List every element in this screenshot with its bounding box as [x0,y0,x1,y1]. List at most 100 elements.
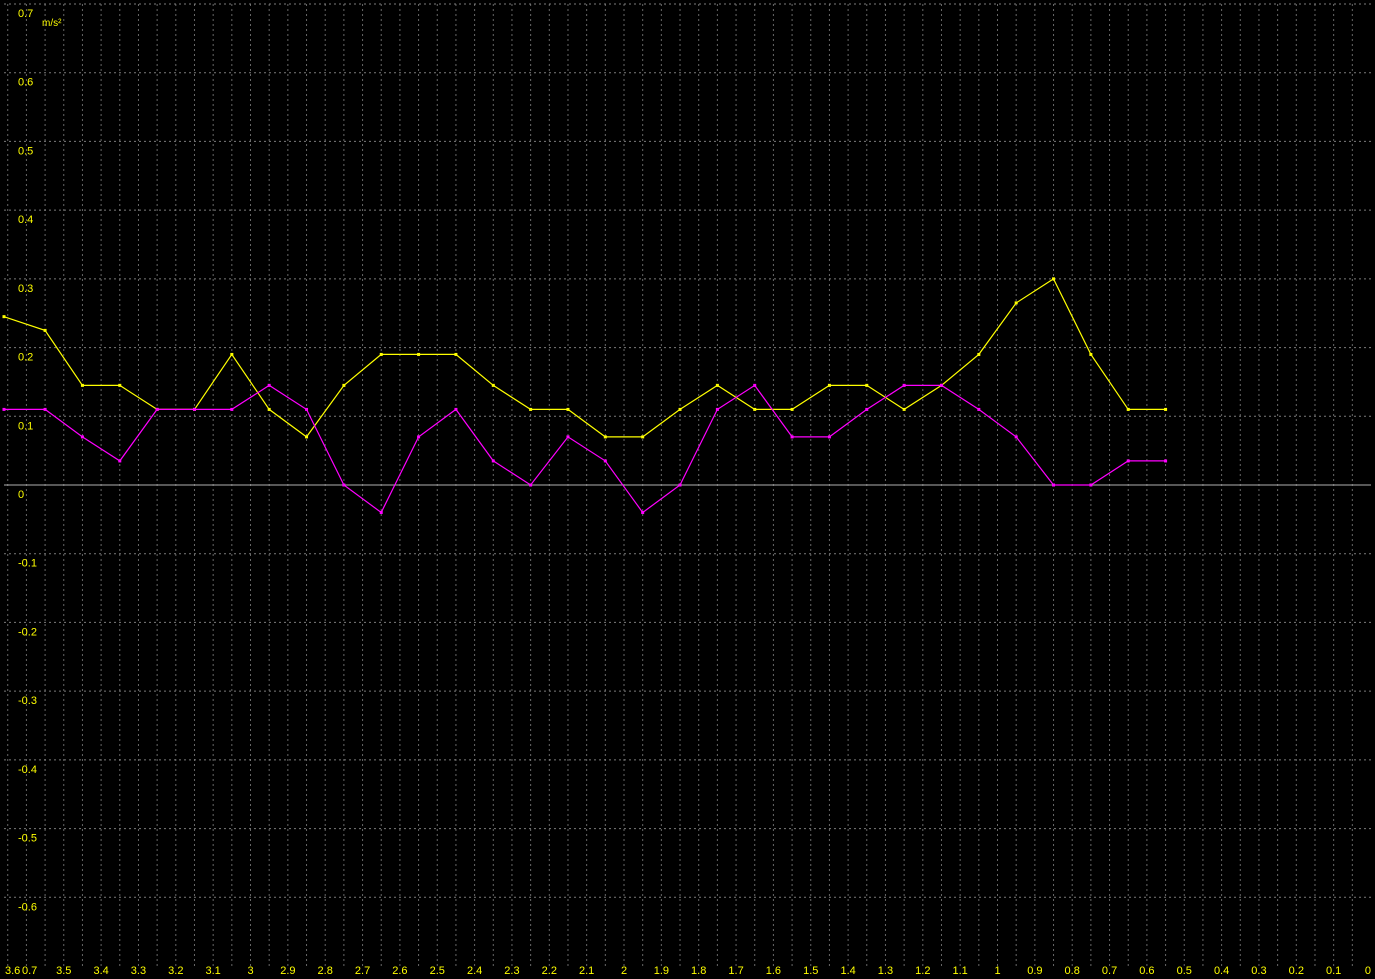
y-tick-label: 0.3 [18,283,33,295]
data-point [603,435,607,439]
data-point [865,383,869,387]
data-point [603,459,607,463]
data-point [491,459,495,463]
data-point [417,435,421,439]
data-point [566,435,570,439]
x-tick-label: 3.1 [206,965,221,977]
x-tick-label: 0.8 [1065,965,1080,977]
data-point [827,383,831,387]
data-point [753,383,757,387]
data-point [118,459,122,463]
data-point [641,435,645,439]
data-point [305,407,309,411]
x-tick-label: 0.6 [1139,965,1154,977]
x-tick-label: 2.6 [392,965,407,977]
data-point [1014,301,1018,305]
y-tick-label: 0.7 [18,8,33,20]
data-point [155,407,159,411]
y-tick-label: -0.1 [18,558,37,570]
data-point [1126,459,1130,463]
y-tick-label: 0.4 [18,214,33,226]
data-point [1164,459,1168,463]
x-tick-label: 1.7 [728,965,743,977]
data-point [977,352,981,356]
data-point [715,407,719,411]
x-tick-label: 2.9 [280,965,295,977]
x-tick-label: 2.4 [467,965,482,977]
data-point [753,407,757,411]
data-point [305,435,309,439]
data-point [566,407,570,411]
data-point [790,435,794,439]
x-tick-label: 0.9 [1027,965,1042,977]
data-point [678,483,682,487]
data-point [977,407,981,411]
y-tick-label: 0.6 [18,77,33,89]
data-point [1052,277,1056,281]
x-tick-label: 1.8 [691,965,706,977]
data-point [2,407,6,411]
data-point [267,407,271,411]
x-tick-label: 2.8 [318,965,333,977]
y-tick-label: 0 [18,489,24,501]
y-tick-label: -0.4 [18,764,37,776]
x-tick-label: 3 [247,965,253,977]
x-tick-label: 2.3 [504,965,519,977]
x-tick-label: 1 [994,965,1000,977]
x-tick-label: 0.7 [1102,965,1117,977]
data-point [1164,407,1168,411]
series-group [2,277,1168,514]
data-point [80,383,84,387]
x-tick-label: 0.7 [22,965,37,977]
x-tick-label: 1.5 [803,965,818,977]
x-axis-ticks: 3.6 0.7 3.5 3.4 3.3 3.2 3.1 3 2.9 2.8 2.7 2.6 2.5 2.4… [5,965,1371,977]
y-tick-label: 0.1 [18,420,33,432]
x-tick-label: 2.5 [430,965,445,977]
data-point [454,407,458,411]
x-tick-label: 3.6 [5,965,20,977]
y-tick-label: 0.2 [18,352,33,364]
data-point [2,315,6,319]
data-point [790,407,794,411]
y-tick-label: -0.2 [18,626,37,638]
data-point [529,407,533,411]
x-tick-label: 1.3 [878,965,893,977]
data-point [342,483,346,487]
x-tick-label: 0.2 [1289,965,1304,977]
data-point [902,407,906,411]
data-point [342,383,346,387]
x-tick-label: 3.2 [168,965,183,977]
data-point [230,407,234,411]
x-tick-label: 1.1 [953,965,968,977]
x-tick-label: 0.5 [1177,965,1192,977]
x-tick-label: 3.5 [56,965,71,977]
data-point [192,407,196,411]
y-axis-unit-label: m/s² [42,18,62,29]
data-point [939,383,943,387]
data-point [715,383,719,387]
data-point [43,407,47,411]
data-point [827,435,831,439]
data-point [491,383,495,387]
data-point [1052,483,1056,487]
x-tick-label: 0 [1365,965,1371,977]
series-line-1 [3,278,1166,438]
x-tick-label: 3.4 [93,965,108,977]
data-point [865,407,869,411]
x-tick-label: 0.3 [1251,965,1266,977]
x-tick-label: 2.2 [542,965,557,977]
data-point [678,407,682,411]
data-point [267,383,271,387]
data-point [1089,483,1093,487]
y-tick-label: -0.5 [18,833,37,845]
y-axis-ticks: 0.7 0.6 0.5 0.4 0.3 0.2 0.1 0 -0.1 -0.2 -0.3 -0.4 -0… [18,8,37,913]
x-tick-label: 3.3 [131,965,146,977]
x-tick-label: 0.1 [1326,965,1341,977]
x-tick-label: 1.6 [766,965,781,977]
x-tick-label: 1.2 [915,965,930,977]
x-tick-label: 1.9 [654,965,669,977]
data-point [1126,407,1130,411]
x-tick-label: 2.1 [579,965,594,977]
data-point [1014,435,1018,439]
